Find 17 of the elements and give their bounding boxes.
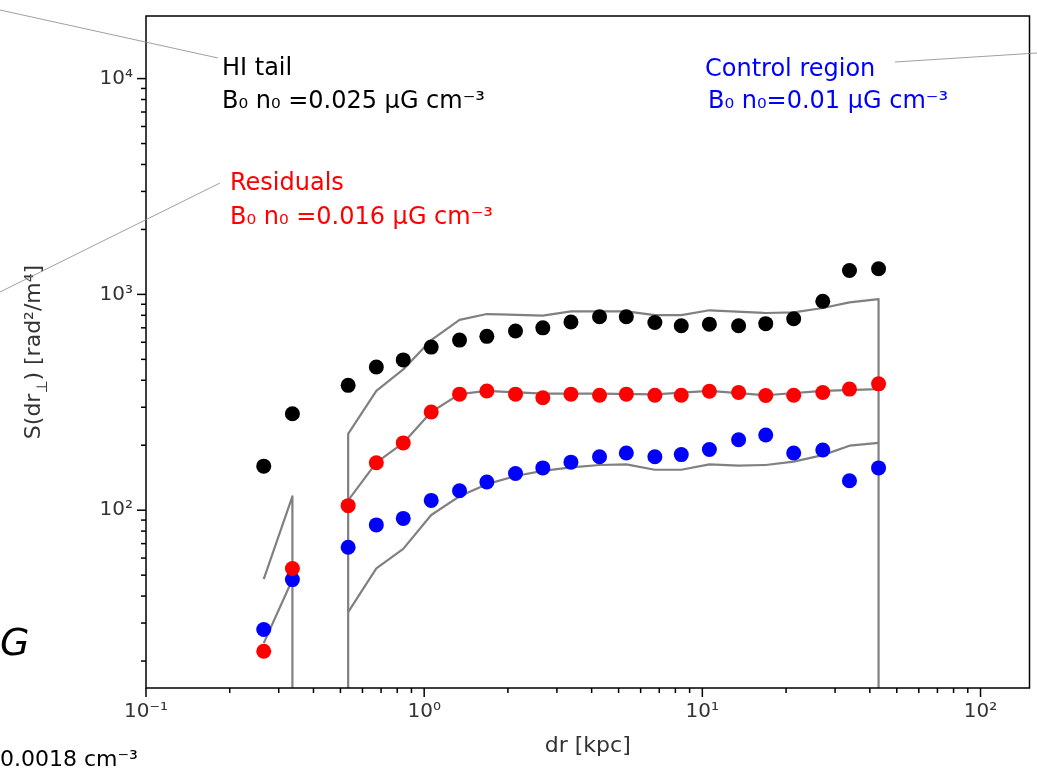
- x-tick-label: 10⁻¹: [123, 698, 169, 723]
- text: Control region: [705, 54, 876, 82]
- text: HI tail: [222, 53, 293, 81]
- y-tick-label: 10³: [99, 280, 133, 305]
- x-tick-label: 10²: [963, 698, 998, 723]
- x-tick-label: 10¹: [685, 698, 720, 723]
- y-tick-label: 10⁴: [99, 64, 133, 89]
- x-tick-label: 10⁰: [407, 698, 441, 723]
- annotation: B₀ n₀ =0.025 μG cm⁻³: [222, 86, 485, 114]
- y-tick-label: 10²: [99, 496, 133, 521]
- text: G: [0, 620, 30, 664]
- x-axis-title: dr [kpc]: [544, 732, 631, 757]
- annotation: B₀ n₀ =0.016 μG cm⁻³: [230, 202, 493, 230]
- text: Residuals: [230, 168, 344, 196]
- text: 0.0018 cm⁻³: [0, 746, 138, 771]
- y-axis-title: S(dr⊥) [rad²/m⁴]: [20, 264, 51, 440]
- annotation: B₀ n₀=0.01 μG cm⁻³: [708, 86, 949, 114]
